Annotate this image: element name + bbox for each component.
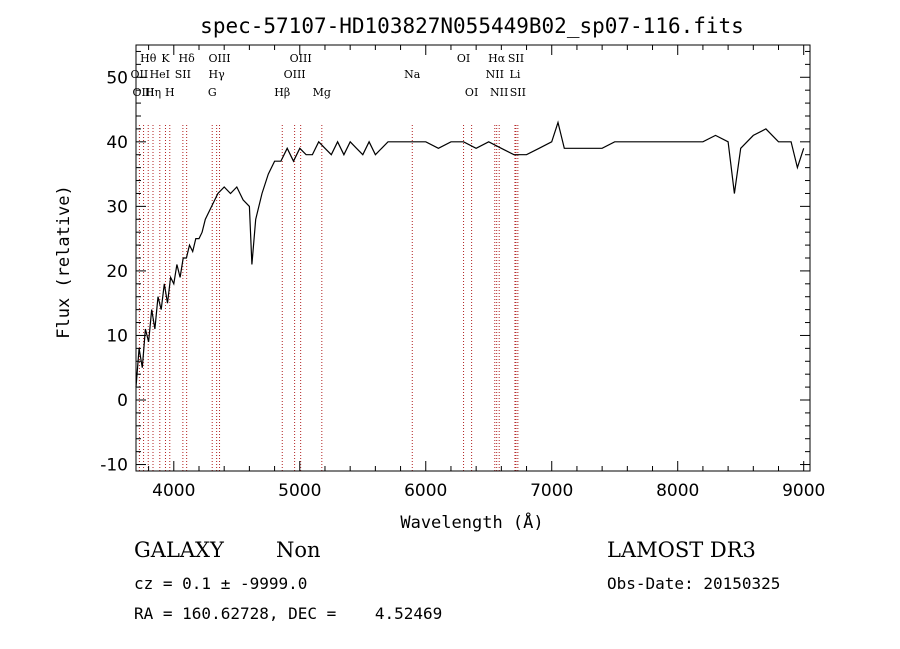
line-label-24: SII bbox=[510, 86, 526, 99]
line-label-15: Mg bbox=[313, 86, 331, 99]
y-tick-label-0: -10 bbox=[100, 456, 128, 476]
obs-date: Obs-Date: 20150325 bbox=[607, 574, 781, 593]
plot-frame bbox=[135, 44, 811, 472]
spectrum-series-0 bbox=[135, 120, 805, 388]
x-tick-label-1: 5000 bbox=[278, 481, 321, 501]
line-label-5: K bbox=[161, 52, 170, 65]
line-label-21: NII bbox=[490, 86, 508, 99]
line-label-8: Hδ bbox=[179, 52, 196, 65]
y-tick-label-3: 20 bbox=[106, 262, 128, 282]
object-subclass: Non bbox=[276, 538, 321, 562]
y-tick-label-1: 0 bbox=[117, 391, 128, 411]
line-label-17: OI bbox=[457, 52, 470, 65]
line-label-11: G bbox=[208, 86, 217, 99]
line-label-3: Hη bbox=[145, 86, 161, 99]
line-label-10: Hγ bbox=[209, 68, 226, 81]
x-tick-label-2: 6000 bbox=[404, 481, 447, 501]
line-label-6: H bbox=[165, 86, 175, 99]
x-tick-label-0: 4000 bbox=[152, 481, 195, 501]
y-tick-label-6: 50 bbox=[106, 68, 128, 88]
line-label-1: OIII bbox=[133, 86, 155, 99]
chart-title: spec-57107-HD103827N055449B02_sp07-116.f… bbox=[200, 14, 744, 38]
x-tick-label-4: 8000 bbox=[656, 481, 699, 501]
line-label-14: OIII bbox=[290, 52, 312, 65]
y-tick-label-5: 40 bbox=[106, 133, 128, 153]
y-tick-label-4: 30 bbox=[106, 197, 128, 217]
line-label-0: OII bbox=[131, 68, 149, 81]
y-tick-label-2: 10 bbox=[106, 326, 128, 346]
line-label-7: SII bbox=[175, 68, 191, 81]
object-class: GALAXY bbox=[134, 538, 224, 562]
line-label-9: OIII bbox=[208, 52, 230, 65]
line-label-19: NII bbox=[486, 68, 504, 81]
line-label-18: OI bbox=[465, 86, 478, 99]
line-label-23: Li bbox=[510, 68, 521, 81]
x-axis-label: Wavelength (Å) bbox=[400, 511, 543, 533]
line-label-20: Hα bbox=[488, 52, 506, 65]
line-label-2: Hθ bbox=[140, 52, 157, 65]
line-label-22: SII bbox=[508, 52, 524, 65]
y-axis-label: Flux (relative) bbox=[54, 185, 74, 339]
line-label-13: OIII bbox=[284, 68, 306, 81]
x-tick-label-5: 9000 bbox=[782, 481, 825, 501]
line-label-4: HeI bbox=[150, 68, 170, 81]
ra-dec: RA = 160.62728, DEC = 4.52469 bbox=[134, 604, 443, 623]
line-label-16: Na bbox=[404, 68, 421, 81]
survey-name: LAMOST DR3 bbox=[607, 538, 756, 562]
x-tick-label-3: 7000 bbox=[530, 481, 573, 501]
redshift-cz: cz = 0.1 ± -9999.0 bbox=[134, 574, 308, 593]
line-label-12: Hβ bbox=[274, 86, 290, 99]
